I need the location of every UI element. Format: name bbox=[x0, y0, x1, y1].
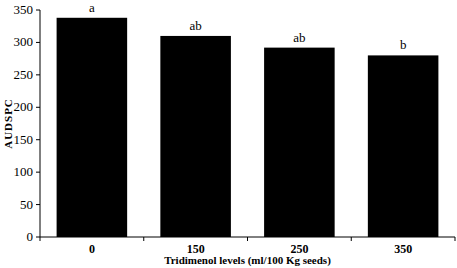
y-tick-label: 350 bbox=[14, 2, 34, 17]
x-tick bbox=[40, 237, 41, 241]
y-axis-label: AUDSPC bbox=[2, 98, 14, 149]
y-tick bbox=[36, 139, 40, 140]
chart-root: 0501001502002503003500150250350aababbTri… bbox=[0, 0, 457, 268]
significance-letter: ab bbox=[189, 18, 201, 33]
y-tick bbox=[36, 74, 40, 75]
y-tick bbox=[36, 10, 40, 11]
y-tick bbox=[36, 107, 40, 108]
x-tick bbox=[351, 237, 352, 241]
y-tick-label: 150 bbox=[14, 132, 34, 147]
y-tick bbox=[36, 204, 40, 205]
y-tick bbox=[36, 42, 40, 43]
y-tick-label: 250 bbox=[14, 67, 34, 82]
x-tick bbox=[247, 237, 248, 241]
significance-letter: ab bbox=[293, 30, 305, 45]
y-tick bbox=[36, 172, 40, 173]
y-tick-label: 300 bbox=[14, 34, 34, 49]
x-tick bbox=[143, 237, 144, 241]
x-tick bbox=[455, 237, 456, 241]
y-tick-label: 200 bbox=[14, 99, 34, 114]
y-tick-label: 0 bbox=[27, 229, 34, 244]
bar bbox=[57, 18, 128, 237]
bar bbox=[264, 48, 335, 237]
bar bbox=[160, 36, 231, 237]
y-axis bbox=[40, 10, 41, 237]
significance-letter: a bbox=[89, 0, 95, 15]
bars bbox=[57, 18, 439, 237]
x-tick-label: 350 bbox=[394, 242, 412, 256]
bar bbox=[368, 55, 439, 237]
y-tick bbox=[36, 237, 40, 238]
significance-letter: b bbox=[400, 37, 407, 52]
y-tick-label: 50 bbox=[20, 197, 33, 212]
chart-svg: 0501001502002503003500150250350aababbTri… bbox=[0, 0, 457, 268]
x-tick-label: 0 bbox=[89, 242, 95, 256]
y-tick-label: 100 bbox=[14, 164, 34, 179]
x-axis-label: Tridimenol levels (ml/100 Kg seeds) bbox=[164, 254, 331, 267]
